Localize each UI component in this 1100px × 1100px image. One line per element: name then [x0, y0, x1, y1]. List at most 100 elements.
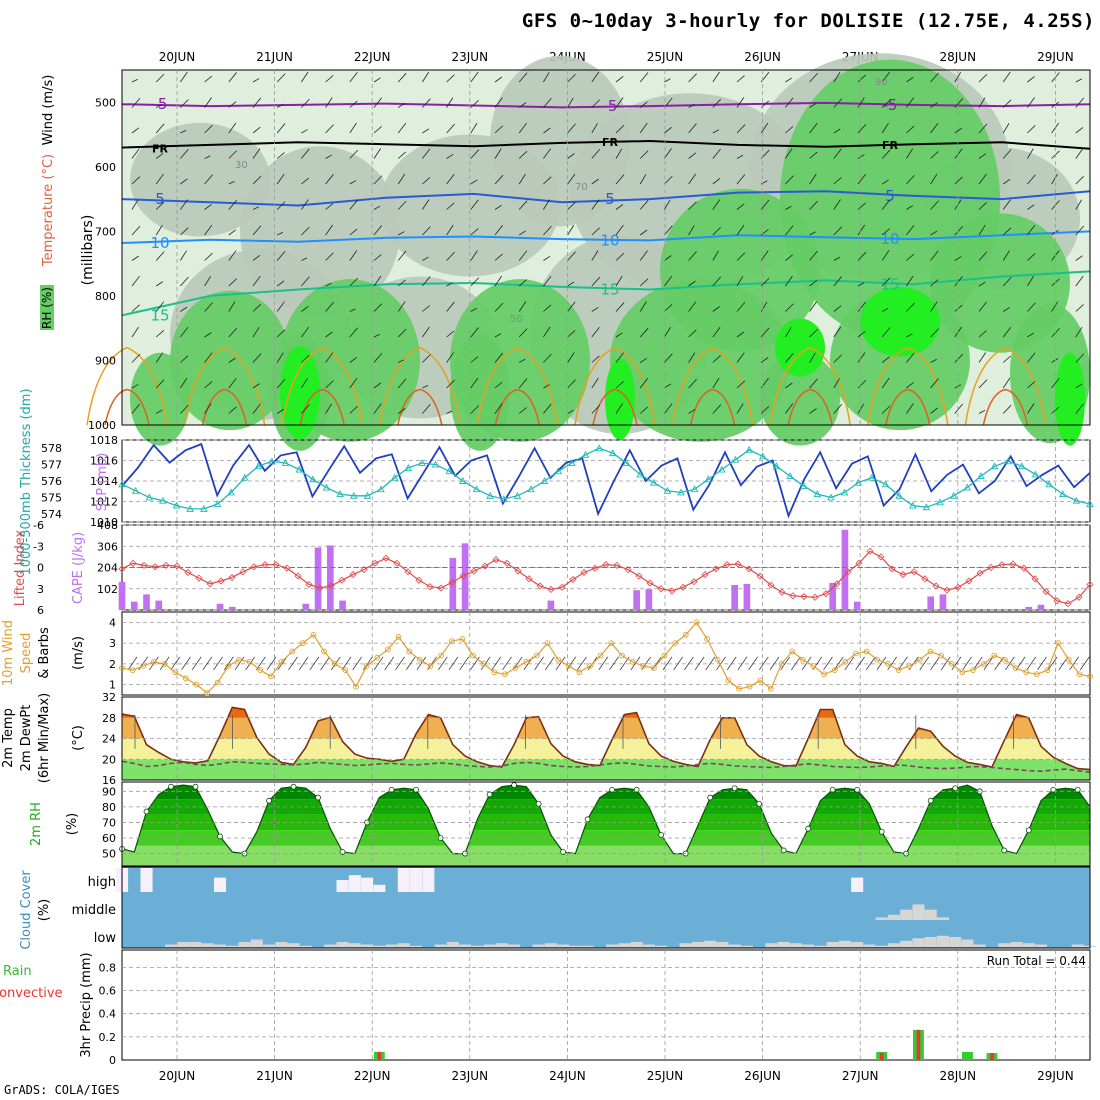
wind-barb — [760, 250, 769, 261]
surface-wind-barb — [737, 656, 748, 671]
wind-barb — [446, 224, 454, 236]
y-tick-label: 600 — [95, 161, 116, 174]
wind-barb — [978, 97, 986, 108]
precip-convective-bar — [990, 1053, 994, 1060]
surface-wind-barb — [309, 656, 320, 671]
y-tick-label: 28 — [102, 712, 116, 725]
wind-speed-marker — [161, 661, 168, 667]
surface-wind-barb — [320, 656, 330, 671]
wind-barb — [397, 200, 407, 210]
lifted-index-marker — [767, 581, 775, 589]
wind-barb — [397, 72, 407, 83]
wind-barb — [397, 151, 407, 159]
wind-barb — [688, 225, 695, 236]
thickness-marker — [609, 449, 617, 457]
surface-wind-barb — [759, 656, 769, 671]
surface-wind-barb — [181, 656, 191, 671]
thickness-marker — [322, 483, 331, 491]
wind-barb — [809, 231, 816, 236]
wind-barb — [881, 327, 891, 338]
surface-wind-barb — [352, 656, 362, 671]
wind-barb — [785, 175, 794, 185]
lifted-index-marker — [888, 565, 896, 573]
wind-barb — [325, 283, 332, 287]
surface-wind-barb — [609, 656, 619, 671]
wind-barb — [131, 304, 140, 312]
wind-barb — [518, 328, 528, 338]
lifted-index-marker — [866, 547, 874, 555]
precip-panel-frame — [121, 949, 1091, 1061]
wind-barb — [1075, 176, 1084, 185]
wind-barb — [712, 377, 720, 389]
wind-barb — [252, 175, 262, 185]
thickness-marker — [540, 477, 549, 484]
lifted-index-marker — [294, 572, 302, 580]
cape-bar — [743, 583, 751, 610]
wind-barb — [712, 129, 720, 134]
thickness-marker — [445, 467, 453, 475]
wind-barb — [446, 352, 454, 363]
rh-marker — [1001, 847, 1008, 854]
lifted-index-marker — [415, 576, 423, 584]
wind-barb — [277, 103, 284, 108]
rh-unit-label: (%) — [65, 813, 80, 836]
cape-bar — [829, 582, 837, 610]
wind-barb — [349, 149, 359, 159]
wind-barb — [204, 204, 212, 210]
wind-speed-marker — [587, 663, 593, 669]
precip-convective-bar — [916, 1029, 921, 1060]
cloud-bar-high — [336, 880, 349, 892]
wind-barb — [1002, 250, 1010, 261]
wind-speed-marker — [299, 640, 306, 646]
wind-barb — [494, 97, 503, 108]
date-label-top: 21JUN — [256, 50, 293, 64]
surface-wind-barb — [127, 656, 138, 671]
wind-barb — [494, 275, 502, 287]
wind-barb — [325, 75, 334, 83]
isotherm-25 — [592, 388, 638, 426]
wind-speed-marker — [757, 677, 764, 684]
lifted-index-marker — [1009, 560, 1017, 568]
wind-barb — [446, 173, 455, 185]
wind-barb — [397, 328, 407, 338]
surface-wind-barb — [245, 656, 255, 671]
wind-speed-marker — [172, 669, 179, 676]
thickness-marker — [418, 459, 426, 466]
wind-barb — [422, 326, 430, 338]
surface-wind-barb — [545, 656, 555, 671]
wind-barb — [131, 255, 139, 261]
cloud-bar-low — [973, 944, 986, 947]
lifted-index-marker — [448, 578, 456, 586]
surface-wind-barb — [191, 656, 202, 671]
wind-barb — [155, 153, 164, 159]
wind-barb — [349, 327, 359, 338]
thickness-marker — [459, 477, 467, 484]
wind-speed-marker — [236, 656, 242, 663]
wind-barb — [567, 301, 576, 312]
wind-barb — [397, 378, 407, 389]
wind-barb — [494, 125, 504, 134]
cape-bar — [130, 601, 138, 610]
surface-wind-barb — [812, 656, 823, 671]
wind-barb — [325, 301, 334, 312]
temp-band — [122, 759, 1090, 780]
wind-barb — [518, 301, 527, 312]
cape-bar — [547, 600, 555, 610]
wind-barb — [809, 328, 818, 338]
wind-barb — [470, 71, 479, 83]
wind-barb — [301, 257, 308, 261]
cloud-bar-low — [508, 944, 521, 947]
lifted-index-marker — [954, 583, 962, 591]
wind-barb — [349, 377, 358, 389]
wind-barb — [857, 330, 866, 338]
wind-barb — [446, 202, 455, 210]
wind-speed-marker — [970, 667, 976, 673]
wind-barb — [857, 379, 867, 389]
wind-barb — [180, 250, 187, 261]
surface-wind-barb — [234, 656, 245, 671]
wind-barb — [228, 181, 235, 185]
wind-barb — [301, 326, 310, 338]
wind-speed-marker — [342, 667, 349, 673]
thickness-marker — [377, 485, 385, 493]
wind-barb — [180, 130, 187, 134]
